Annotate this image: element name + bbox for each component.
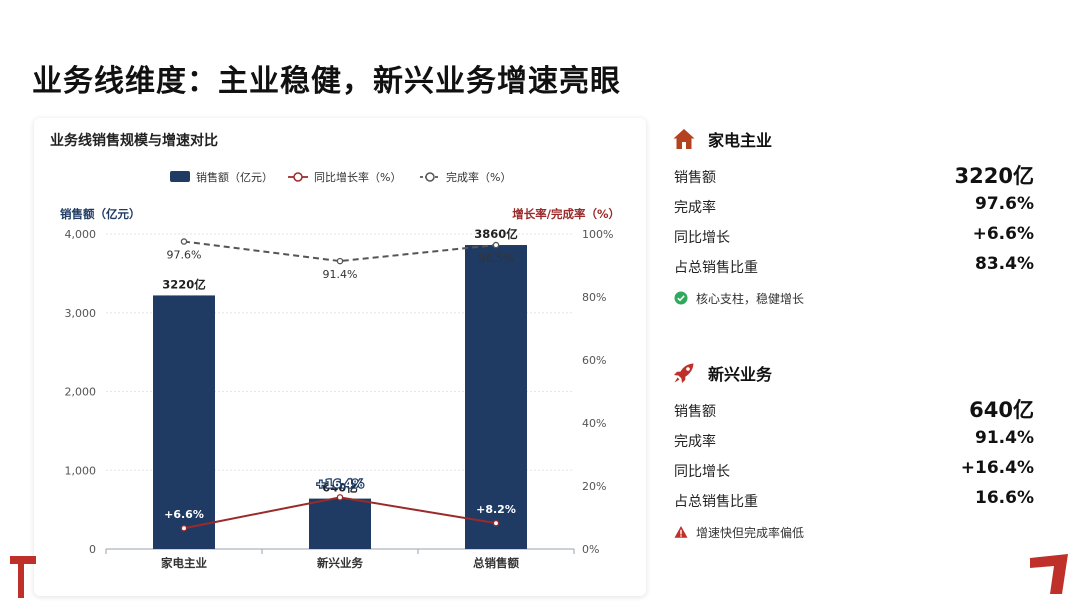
y2-tick-label: 100% — [582, 228, 613, 241]
panel-note-text: 核心支柱，稳健增长 — [696, 291, 805, 306]
rocket-icon — [674, 363, 694, 383]
metric-label: 同比增长 — [674, 464, 730, 480]
y2-tick-label: 80% — [582, 291, 606, 304]
metric-label: 完成率 — [674, 434, 716, 450]
panel-note: 增速快但完成率偏低 — [672, 522, 1042, 542]
legend-label-growth: 同比增长率（%） — [314, 170, 401, 184]
bar-data-label: 3220亿 — [162, 277, 206, 291]
panel-emerging: 新兴业务 销售额 640亿 完成率 91.4% 同比增长 +16.4% 占总销售… — [672, 358, 1042, 542]
legend-swatch-sales — [170, 171, 190, 182]
metric-value: +16.4% — [960, 458, 1034, 478]
home-icon — [673, 129, 695, 149]
bar — [309, 498, 371, 549]
panel-title: 家电主业 — [708, 131, 773, 150]
metric-label: 占总销售比重 — [674, 494, 758, 510]
y-tick-label: 4,000 — [65, 228, 97, 241]
completion-rate-point — [180, 238, 188, 245]
chart-title: 业务线销售规模与增速对比 — [50, 132, 218, 149]
completion-rate-line — [183, 240, 497, 263]
metric-label: 同比增长 — [674, 230, 730, 246]
metric-row: 同比增长 +6.6% — [672, 220, 1042, 250]
y2-tick-label: 60% — [582, 354, 606, 367]
growth-rate-label: +6.6% — [164, 508, 204, 521]
legend-label-completion: 完成率（%） — [446, 170, 511, 184]
warning-icon — [674, 526, 688, 538]
corner-mark-right-icon — [1030, 554, 1068, 594]
metric-value: +6.6% — [972, 224, 1034, 244]
y-tick-label: 0 — [89, 543, 96, 556]
y2-tick-label: 0% — [582, 543, 599, 556]
bar-data-label: 3860亿 — [474, 227, 518, 241]
completion-rate-point — [492, 241, 500, 249]
metric-row: 占总销售比重 16.6% — [672, 484, 1042, 514]
y2-tick-label: 40% — [582, 417, 606, 430]
completion-rate-label: 96.5% — [479, 252, 514, 265]
metric-value: 640亿 — [969, 398, 1034, 422]
metric-value: 97.6% — [975, 194, 1034, 214]
bar — [465, 245, 527, 549]
legend-marker-growth — [293, 172, 303, 182]
metric-label: 完成率 — [674, 200, 716, 216]
completion-rate-label: 97.6% — [167, 249, 202, 262]
metric-value: 16.6% — [975, 488, 1034, 508]
slide-title: 业务线维度：主业稳健，新兴业务增速亮眼 — [32, 64, 621, 99]
metric-value: 91.4% — [975, 428, 1034, 448]
x-tick-label: 家电主业 — [161, 556, 207, 570]
growth-rate-label: +16.4% — [316, 477, 363, 490]
x-tick-label: 总销售额 — [473, 556, 519, 570]
metric-row: 同比增长 +16.4% — [672, 454, 1042, 484]
bar — [153, 295, 215, 549]
x-tick-label: 新兴业务 — [317, 556, 363, 570]
corner-mark-left-icon — [10, 556, 36, 598]
panel-title: 新兴业务 — [708, 365, 773, 384]
panel-header: 新兴业务 — [672, 358, 1042, 388]
metric-label: 销售额 — [674, 170, 716, 186]
completion-rate-point — [336, 257, 344, 265]
metric-row: 销售额 640亿 — [672, 394, 1042, 424]
metric-row: 完成率 97.6% — [672, 190, 1042, 220]
y-tick-label: 2,000 — [65, 386, 97, 399]
panel-note-text: 增速快但完成率偏低 — [696, 525, 805, 540]
y-tick-label: 1,000 — [65, 464, 97, 477]
check-circle-icon — [674, 291, 688, 305]
metric-row: 占总销售比重 83.4% — [672, 250, 1042, 280]
metric-row: 销售额 3220亿 — [672, 160, 1042, 190]
y2-tick-label: 20% — [582, 480, 606, 493]
chart-card: 业务线销售规模与增速对比销售额（亿元） 同比增长率（%） 完成率（%） 销售额（亿元）… — [34, 118, 646, 596]
y-axis-title: 销售额（亿元） — [60, 207, 141, 221]
legend-label-sales: 销售额（亿元） — [196, 170, 273, 184]
completion-rate-label: 91.4% — [323, 268, 358, 281]
growth-rate-label: +8.2% — [476, 503, 516, 516]
growth-rate-point — [336, 494, 344, 501]
metric-value: 3220亿 — [954, 164, 1034, 188]
metric-row: 完成率 91.4% — [672, 424, 1042, 454]
growth-rate-point — [180, 524, 188, 532]
panel-home-appliance: 家电主业 销售额 3220亿 完成率 97.6% 同比增长 +6.6% 占总销售… — [672, 124, 1042, 308]
metric-label: 占总销售比重 — [674, 260, 758, 276]
growth-rate-point — [492, 519, 500, 527]
metric-label: 销售额 — [674, 404, 716, 420]
bar-data-label: 640亿 — [322, 481, 358, 495]
metric-value: 83.4% — [975, 254, 1034, 274]
panel-note: 核心支柱，稳健增长 — [672, 288, 1042, 308]
legend-marker-completion — [425, 172, 435, 182]
y2-axis-title: 增长率/完成率（%） — [512, 207, 620, 221]
panel-header: 家电主业 — [672, 124, 1042, 154]
y-tick-label: 3,000 — [65, 307, 97, 320]
